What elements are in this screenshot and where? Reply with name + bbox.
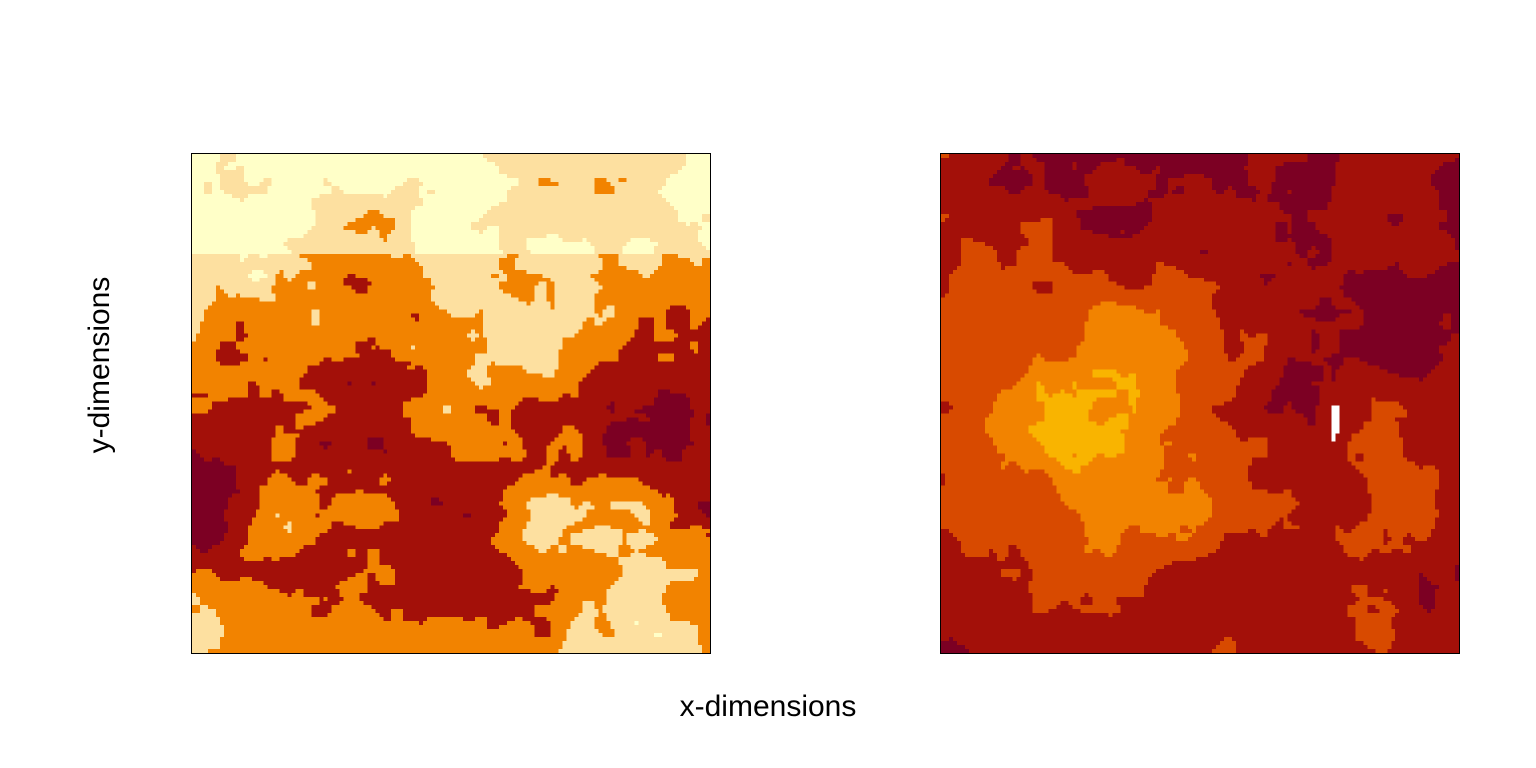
heatmap-canvas-right (941, 154, 1459, 653)
heatmap-panel-right (940, 153, 1460, 654)
x-axis-label: x-dimensions (679, 690, 857, 723)
y-axis-label: y-dimensions (83, 276, 116, 454)
heatmap-canvas-left (192, 154, 710, 653)
heatmap-panel-left (191, 153, 711, 654)
